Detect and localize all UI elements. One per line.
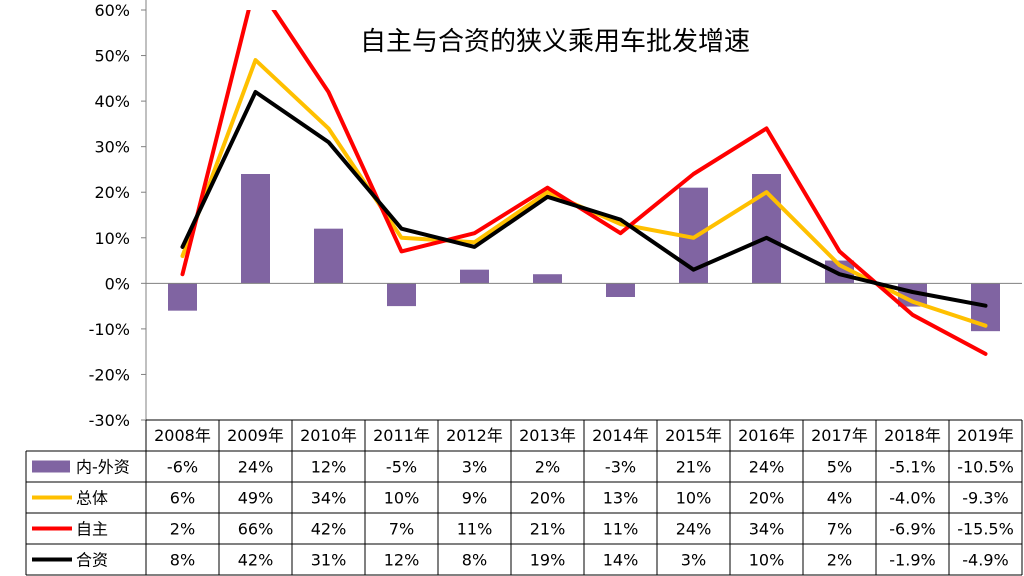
- lines: [180, 10, 988, 356]
- category-label: 2013年: [519, 426, 576, 445]
- table-value: -4.9%: [962, 551, 1008, 570]
- category-label: 2010年: [300, 426, 357, 445]
- category-label: 2008年: [154, 426, 211, 445]
- table-value: 24%: [676, 520, 712, 539]
- legend-key-bar: [32, 460, 70, 473]
- table-value: 42%: [238, 551, 274, 570]
- y-tick-label: 50%: [94, 47, 130, 66]
- table-value: 12%: [311, 458, 347, 477]
- table-value: -3%: [605, 458, 636, 477]
- table-value: 4%: [827, 489, 852, 508]
- table-value: -9.3%: [962, 489, 1008, 508]
- chart-title: 自主与合资的狭义乘用车批发增速: [360, 27, 750, 57]
- table-value: 42%: [311, 520, 347, 539]
- y-tick-label: 0%: [105, 274, 130, 293]
- bar: [606, 283, 635, 297]
- table-value: 10%: [749, 551, 785, 570]
- series-line-合资: [180, 90, 988, 308]
- table-value: 49%: [238, 489, 274, 508]
- y-tick-label: 40%: [94, 92, 130, 111]
- category-label: 2016年: [738, 426, 795, 445]
- table-value: 24%: [238, 458, 274, 477]
- y-axis: 60% 50% 40% 30% 20% 10% 0% -10% -20% -30%: [89, 0, 147, 430]
- table-value: 34%: [749, 520, 785, 539]
- table-value: 3%: [681, 551, 706, 570]
- bar: [241, 174, 270, 284]
- bar: [314, 228, 343, 284]
- category-label: 2011年: [373, 426, 430, 445]
- legend-label: 合资: [76, 551, 108, 570]
- table-value: 24%: [749, 458, 785, 477]
- y-tick-label: 10%: [94, 229, 130, 248]
- category-label: 2018年: [884, 426, 941, 445]
- table-value: -1.9%: [889, 551, 935, 570]
- bar: [533, 274, 562, 284]
- y-tick-label: 20%: [94, 183, 130, 202]
- table-value: 12%: [384, 551, 420, 570]
- table-value: 10%: [676, 489, 712, 508]
- table-value: 34%: [311, 489, 347, 508]
- table-value: 2%: [170, 520, 195, 539]
- y-tick-label: 60%: [94, 1, 130, 20]
- table-value: 20%: [530, 489, 566, 508]
- table-value: 7%: [389, 520, 414, 539]
- table-value: 11%: [603, 520, 639, 539]
- table-value: 5%: [827, 458, 852, 477]
- table-value: 20%: [749, 489, 785, 508]
- legend-label: 总体: [76, 489, 108, 508]
- bar: [387, 283, 416, 307]
- table-value: 21%: [676, 458, 712, 477]
- data-table: 2008年 2009年 2010年 2011年 2012年 2013年 2014年 2015年…: [25, 419, 1023, 576]
- y-tick-label: -20%: [89, 365, 130, 384]
- bar: [168, 283, 197, 311]
- category-label: 2009年: [227, 426, 284, 445]
- table-value: 9%: [462, 489, 487, 508]
- table-value: 8%: [462, 551, 487, 570]
- category-label: 2014年: [592, 426, 649, 445]
- bar: [460, 269, 489, 284]
- table-value: -4.0%: [889, 489, 935, 508]
- category-label: 2019年: [957, 426, 1014, 445]
- category-label: 2015年: [665, 426, 722, 445]
- table-value: 31%: [311, 551, 347, 570]
- y-tick-label: 30%: [94, 138, 130, 157]
- legend-label: 自主: [76, 520, 108, 539]
- table-value: 19%: [530, 551, 566, 570]
- table-value: 2%: [827, 551, 852, 570]
- table-value: 21%: [530, 520, 566, 539]
- table-value: 6%: [170, 489, 195, 508]
- legend-label: 内-外资: [76, 458, 130, 477]
- series-line-总体: [180, 58, 988, 328]
- table-value: 14%: [603, 551, 639, 570]
- table-value: -5.1%: [889, 458, 935, 477]
- table-value: 2%: [535, 458, 560, 477]
- table-value: 7%: [827, 520, 852, 539]
- y-tick-label: -30%: [89, 411, 130, 430]
- table-value: 3%: [462, 458, 487, 477]
- table-value: 10%: [384, 489, 420, 508]
- table-value: 66%: [238, 520, 274, 539]
- table-value: -5%: [386, 458, 417, 477]
- y-tick-label: -10%: [89, 320, 130, 339]
- series-line-自主: [180, 10, 988, 356]
- table-value: -10.5%: [957, 458, 1014, 477]
- table-value: -6%: [167, 458, 198, 477]
- bars: [168, 174, 1000, 332]
- category-label: 2012年: [446, 426, 503, 445]
- table-value: -15.5%: [957, 520, 1014, 539]
- category-label: 2017年: [811, 426, 868, 445]
- table-value: -6.9%: [889, 520, 935, 539]
- table-value: 11%: [457, 520, 493, 539]
- table-value: 8%: [170, 551, 195, 570]
- table-value: 13%: [603, 489, 639, 508]
